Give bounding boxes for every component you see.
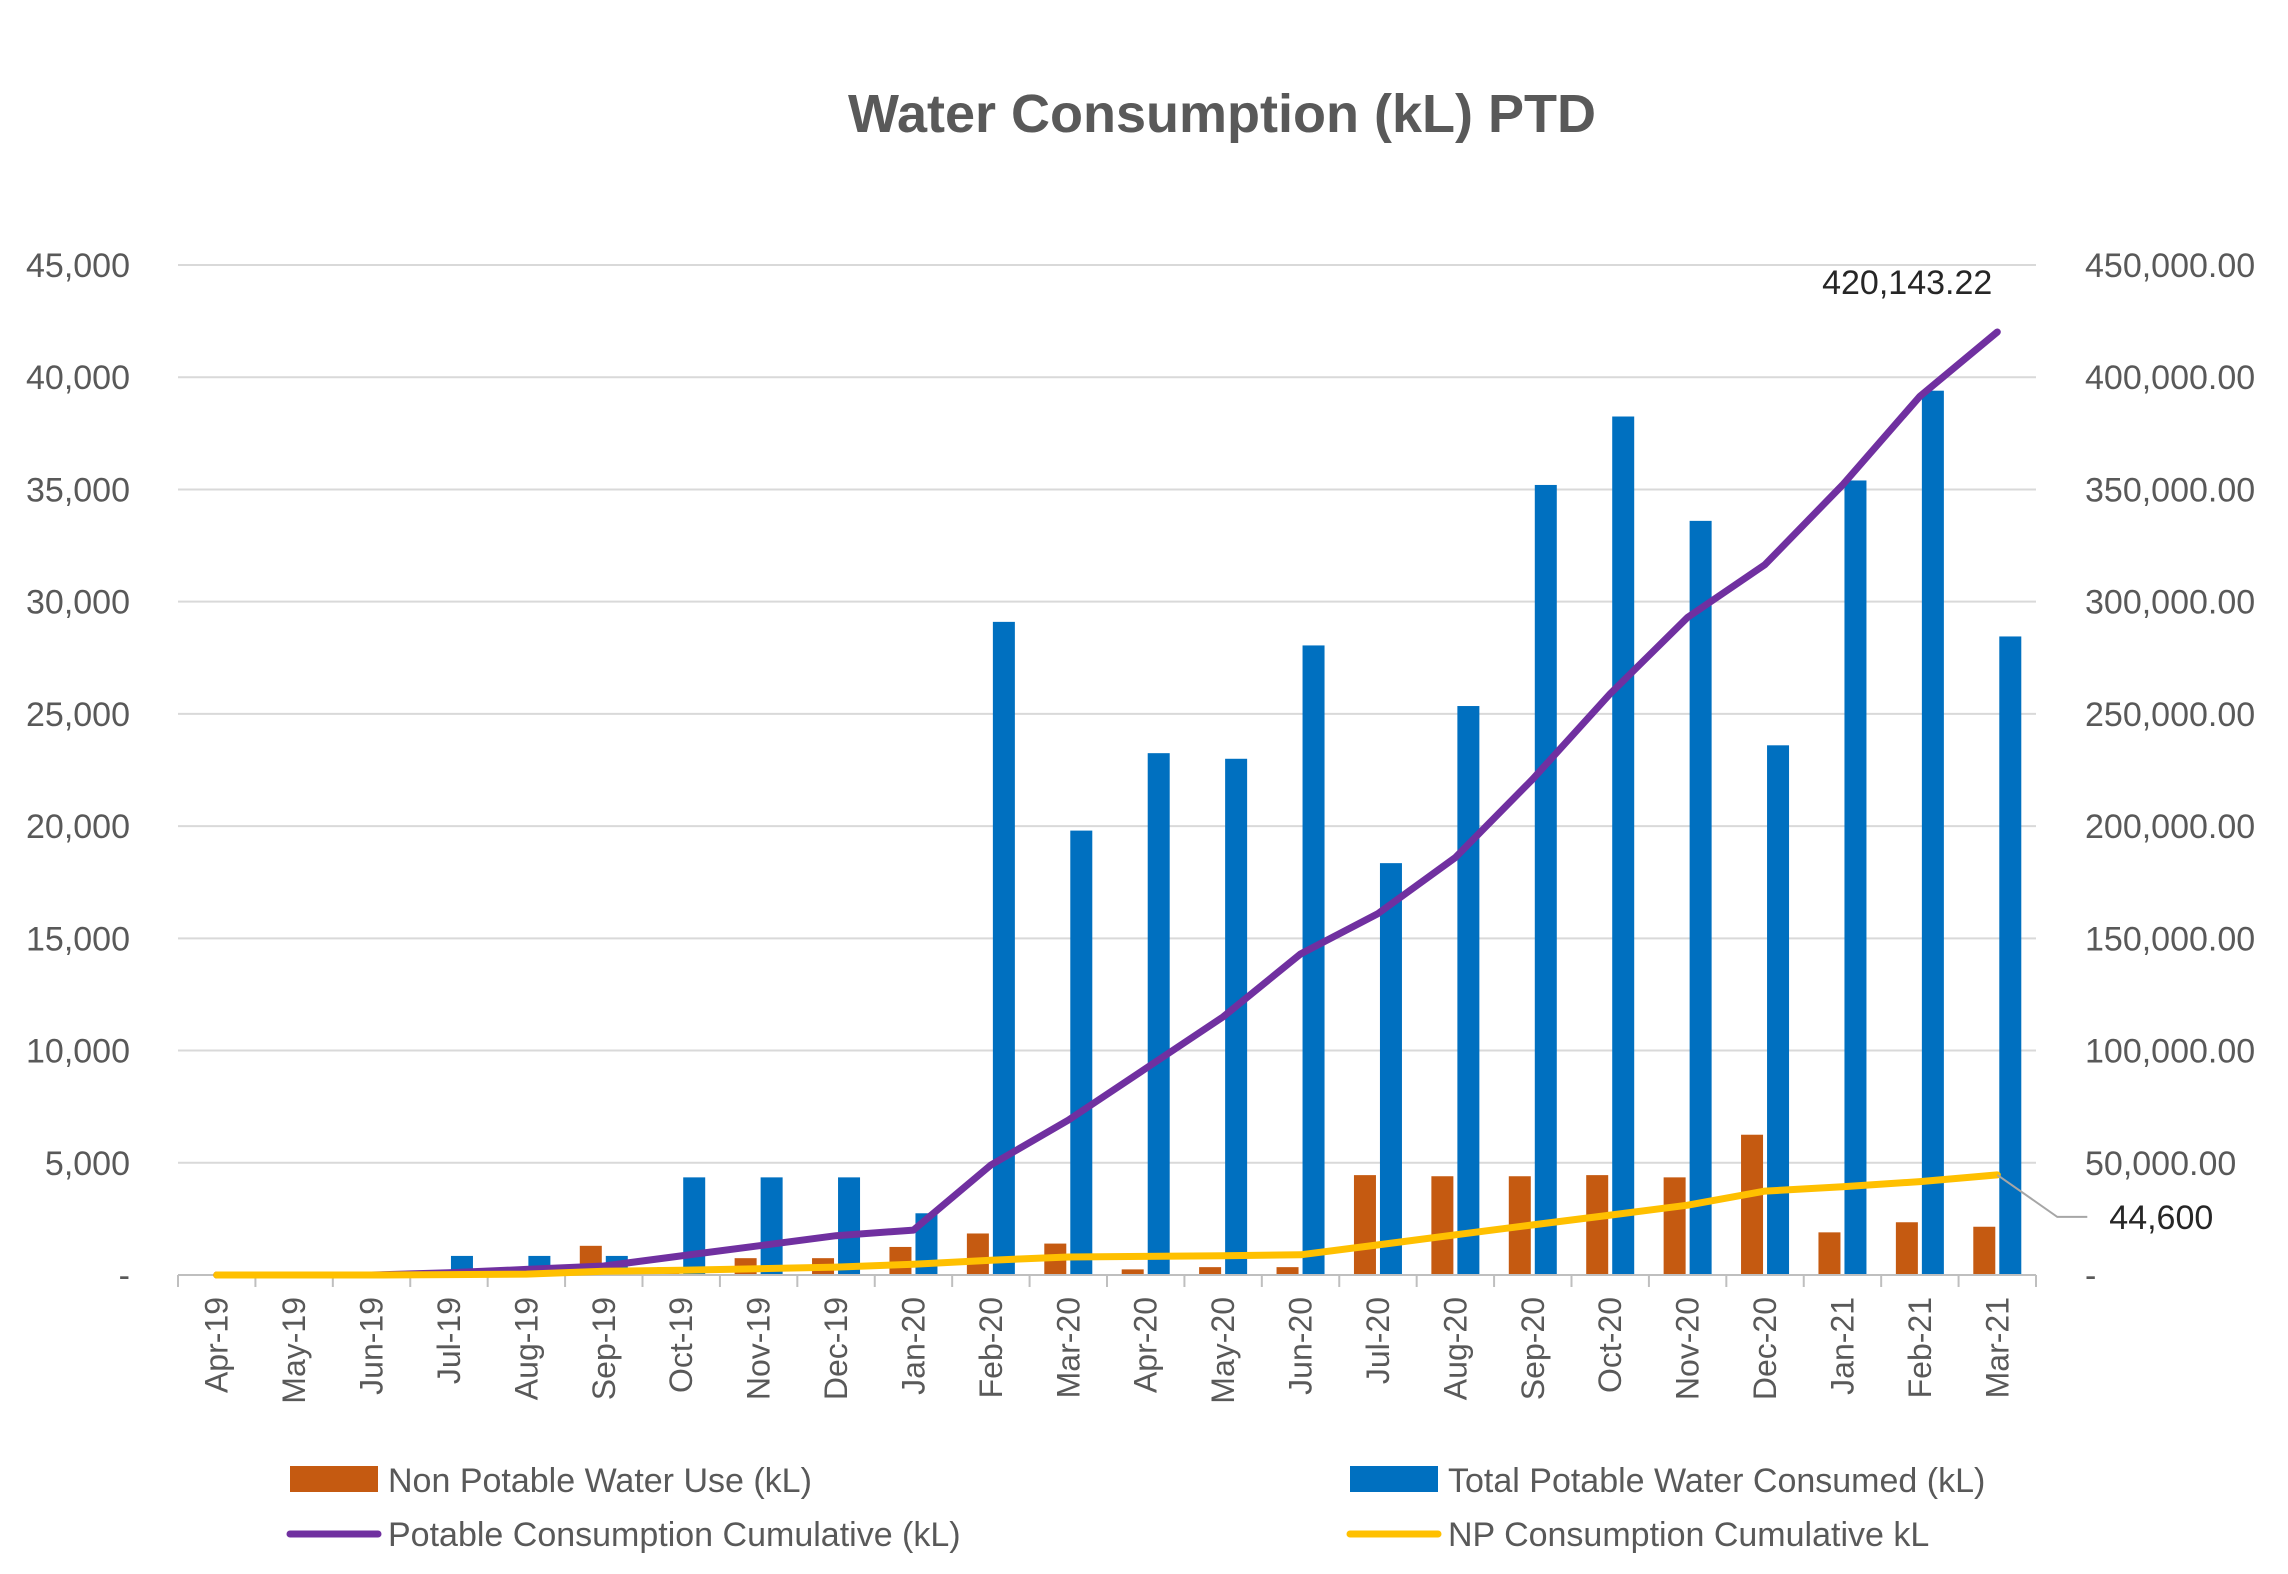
right-axis-tick-label: 300,000.00 bbox=[2085, 584, 2255, 622]
bar-potable bbox=[1457, 706, 1480, 1275]
bar-potable bbox=[683, 1177, 706, 1275]
legend-label: Potable Consumption Cumulative (kL) bbox=[388, 1516, 961, 1554]
x-axis-category-label: Apr-20 bbox=[1128, 1297, 1164, 1393]
legend-swatch bbox=[290, 1466, 378, 1492]
left-axis-tick-label: 20,000 bbox=[26, 808, 130, 846]
bar-non-potable bbox=[1199, 1267, 1222, 1275]
bar-potable bbox=[1921, 390, 1944, 1275]
left-axis-tick-label: 15,000 bbox=[26, 920, 130, 958]
bar-non-potable bbox=[1973, 1226, 1996, 1275]
right-axis-tick-label: 400,000.00 bbox=[2085, 359, 2255, 397]
bar-non-potable bbox=[1818, 1232, 1841, 1275]
bar-non-potable bbox=[1121, 1269, 1144, 1275]
right-axis-tick-label: - bbox=[2085, 1257, 2096, 1295]
x-axis-category-label: Sep-20 bbox=[1515, 1297, 1551, 1400]
bar-non-potable bbox=[1353, 1175, 1376, 1275]
x-axis-category-label: Jul-20 bbox=[1360, 1297, 1396, 1384]
np-cumulative-leader-line bbox=[1996, 1174, 2088, 1218]
x-axis-category-label: Feb-20 bbox=[973, 1297, 1009, 1398]
left-axis-ticks: - 5,000 10,000 15,000 20,000 25,000 30,000 35,0… bbox=[26, 247, 130, 1295]
bar-potable bbox=[1534, 484, 1557, 1275]
left-axis-tick-label: 35,000 bbox=[26, 471, 130, 509]
bar-non-potable bbox=[1741, 1134, 1764, 1275]
np-cumulative-line bbox=[213, 1171, 2001, 1279]
bar-non-potable bbox=[1895, 1222, 1918, 1275]
bar-potable bbox=[1767, 745, 1790, 1275]
right-axis-tick-label: 100,000.00 bbox=[2085, 1033, 2255, 1071]
right-axis-tick-label: 150,000.00 bbox=[2085, 920, 2255, 958]
bar-potable bbox=[1689, 520, 1712, 1275]
right-axis-ticks: - 50,000.00 100,000.00 150,000.00 200,000.00… bbox=[2085, 247, 2255, 1295]
left-axis-tick-label: 5,000 bbox=[45, 1145, 130, 1183]
legend: Non Potable Water Use (kL) Total Potable … bbox=[286, 1462, 1985, 1554]
legend-swatch bbox=[1350, 1466, 1438, 1492]
x-axis-category-label: Mar-20 bbox=[1050, 1297, 1086, 1398]
x-axis-category-label: Jul-19 bbox=[431, 1297, 467, 1384]
x-axis-category-label: Oct-20 bbox=[1592, 1297, 1628, 1393]
bars bbox=[424, 390, 2022, 1275]
potable-cumulative-line bbox=[213, 328, 2001, 1279]
left-axis-tick-label: 25,000 bbox=[26, 696, 130, 734]
left-axis-tick-label: 30,000 bbox=[26, 584, 130, 622]
bar-non-potable bbox=[966, 1233, 989, 1275]
bar-potable bbox=[915, 1213, 938, 1275]
bar-potable bbox=[1612, 416, 1635, 1275]
bar-potable bbox=[1379, 863, 1402, 1275]
annotations: 420,143.22 44,600 bbox=[1822, 264, 2213, 1237]
x-axis-category-label: Jun-19 bbox=[354, 1297, 390, 1395]
bar-potable bbox=[1302, 645, 1325, 1275]
bar-potable bbox=[1844, 480, 1867, 1275]
x-axis-category-label: Dec-19 bbox=[818, 1297, 854, 1400]
x-axis-category-label: Dec-20 bbox=[1747, 1297, 1783, 1400]
np-cumulative-data-label: 44,600 bbox=[2109, 1199, 2213, 1237]
bar-non-potable bbox=[1663, 1177, 1686, 1275]
x-axis-category-label: Feb-21 bbox=[1902, 1297, 1938, 1398]
x-axis-category-label: Nov-20 bbox=[1670, 1297, 1706, 1400]
gridlines bbox=[178, 264, 2036, 1164]
x-axis-category-label: Aug-19 bbox=[508, 1297, 544, 1400]
chart-title: Water Consumption (kL) PTD bbox=[848, 84, 1596, 144]
right-axis-tick-label: 200,000.00 bbox=[2085, 808, 2255, 846]
bar-non-potable bbox=[1586, 1175, 1609, 1275]
bar-potable bbox=[838, 1177, 861, 1275]
legend-label: Total Potable Water Consumed (kL) bbox=[1448, 1462, 1985, 1500]
legend-label: NP Consumption Cumulative kL bbox=[1448, 1516, 1929, 1554]
left-axis-tick-label: 45,000 bbox=[26, 247, 130, 285]
x-axis-category-label: Aug-20 bbox=[1437, 1297, 1473, 1400]
right-axis-tick-label: 250,000.00 bbox=[2085, 696, 2255, 734]
x-axis-category-label: Jun-20 bbox=[1283, 1297, 1319, 1395]
x-axis-category-label: Jan-21 bbox=[1824, 1297, 1860, 1395]
potable-cumulative-data-label: 420,143.22 bbox=[1822, 264, 1992, 302]
legend-label: Non Potable Water Use (kL) bbox=[388, 1462, 812, 1500]
right-axis-tick-label: 450,000.00 bbox=[2085, 247, 2255, 285]
x-axis-category-label: May-20 bbox=[1205, 1297, 1241, 1404]
x-axis-category-label: Oct-19 bbox=[663, 1297, 699, 1393]
x-axis-category-label: May-19 bbox=[276, 1297, 312, 1404]
bar-non-potable bbox=[1431, 1176, 1454, 1275]
bar-potable bbox=[992, 621, 1015, 1275]
x-axis-category-label: Mar-21 bbox=[1979, 1297, 2015, 1398]
bar-potable bbox=[760, 1177, 783, 1275]
left-axis-tick-label: 10,000 bbox=[26, 1033, 130, 1071]
x-axis-category-label: Apr-19 bbox=[199, 1297, 235, 1393]
bar-potable bbox=[1225, 758, 1248, 1275]
lines bbox=[213, 328, 2001, 1279]
x-axis-category-label: Nov-19 bbox=[741, 1297, 777, 1400]
bar-non-potable bbox=[1276, 1267, 1299, 1275]
x-axis-categories: Apr-19 May-19 Jun-19 Jul-19 Aug-19 Sep-19 Oct-… bbox=[199, 1297, 2016, 1404]
x-axis-category-label: Sep-19 bbox=[586, 1297, 622, 1400]
right-axis-tick-label: 350,000.00 bbox=[2085, 471, 2255, 509]
bar-potable bbox=[1999, 636, 2022, 1275]
left-axis-tick-label: - bbox=[119, 1257, 130, 1295]
bar-potable bbox=[1070, 830, 1093, 1275]
bar-potable bbox=[1147, 753, 1170, 1275]
right-axis-tick-label: 50,000.00 bbox=[2085, 1145, 2236, 1183]
left-axis-tick-label: 40,000 bbox=[26, 359, 130, 397]
x-axis-category-label: Jan-20 bbox=[895, 1297, 931, 1395]
